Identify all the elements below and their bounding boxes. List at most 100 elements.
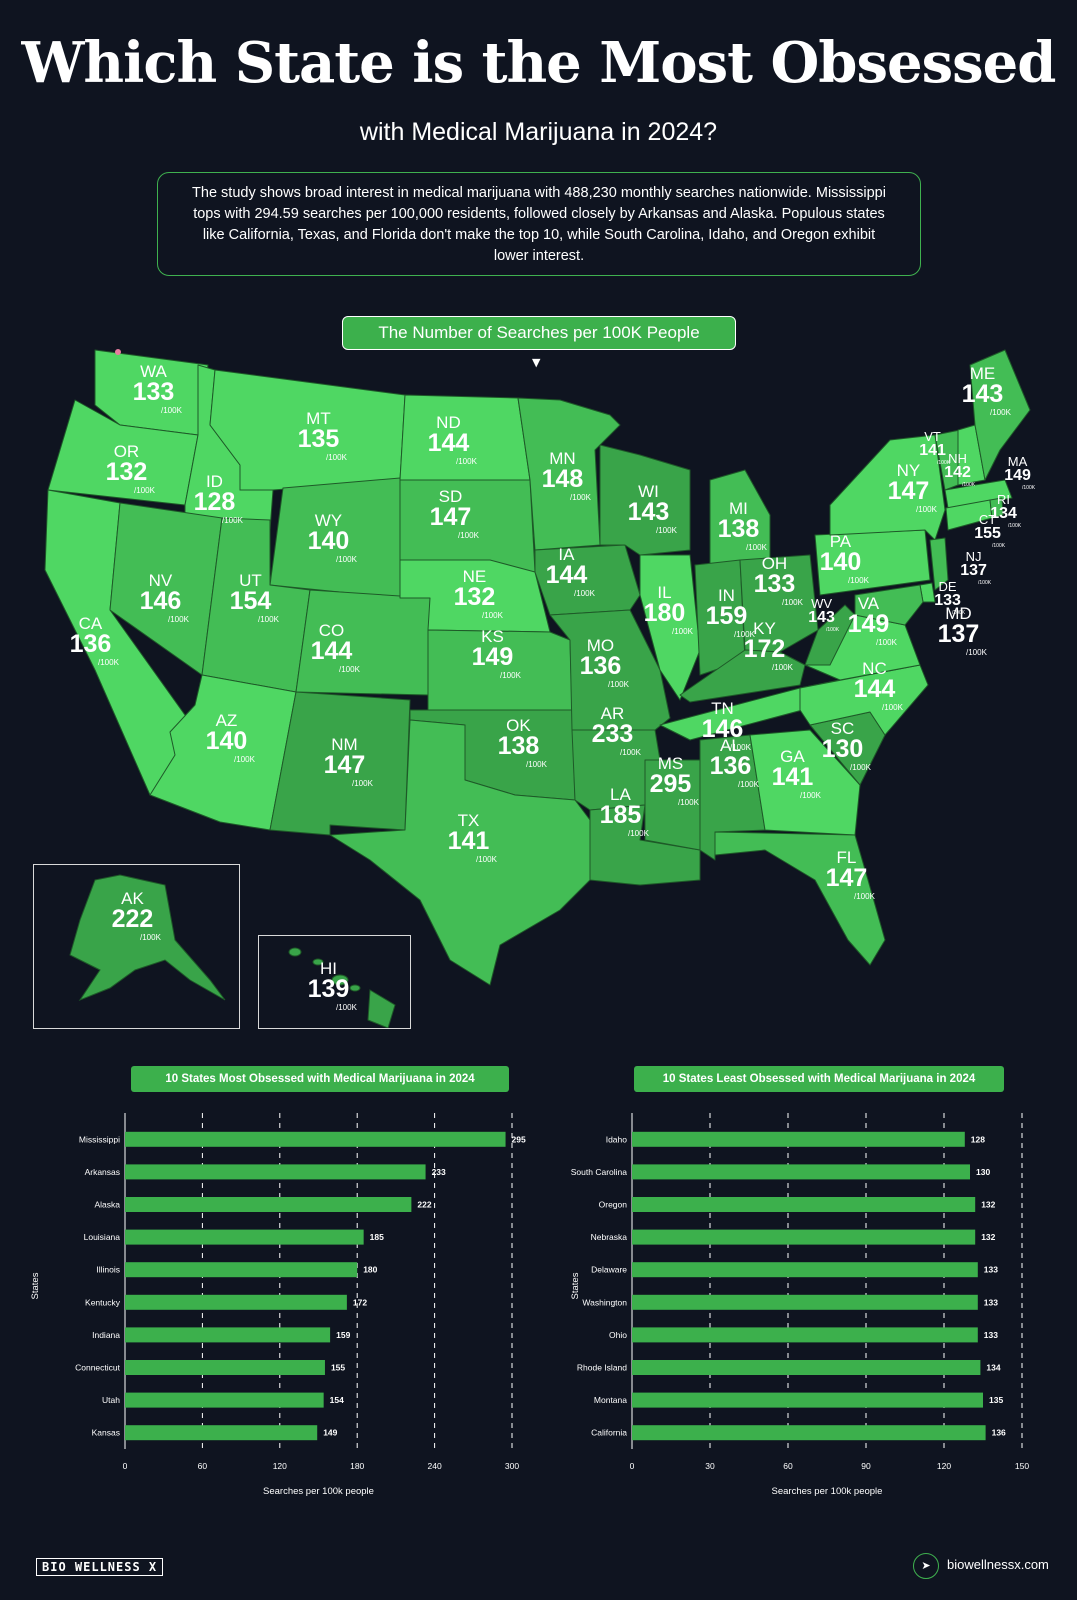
- state-value: 140: [205, 727, 248, 755]
- top10-bar: [125, 1131, 506, 1147]
- top10-x-tick-label: 0: [123, 1461, 128, 1471]
- state-unit: /100K: [456, 457, 477, 466]
- state-abbr: ME: [969, 364, 996, 383]
- state-shape-HI-4: [349, 984, 361, 992]
- state-value: 132: [105, 458, 148, 486]
- state-value: 144: [853, 675, 896, 703]
- state-unit: /100K: [978, 580, 992, 586]
- state-unit: /100K: [882, 703, 903, 712]
- bottom10-bar: [632, 1294, 978, 1310]
- bottom10-y-tick-label: South Carolina: [571, 1167, 628, 1177]
- state-label-LA: LA 185/100K: [592, 786, 649, 838]
- top10-bar: [125, 1164, 426, 1180]
- state-abbr: MA: [1007, 454, 1028, 469]
- state-abbr: SD: [438, 487, 463, 506]
- state-shape-ME: [969, 349, 1031, 481]
- state-label-WV: WV 143/100K: [804, 597, 839, 633]
- top10-x-axis-label: Searches per 100k people: [263, 1486, 374, 1497]
- state-value: 141: [919, 442, 946, 459]
- state-label-NY: NY 147/100K: [880, 462, 937, 514]
- state-abbr: NM: [331, 735, 358, 754]
- state-label-MT: MT 135/100K: [290, 410, 347, 462]
- state-unit: /100K: [574, 589, 595, 598]
- state-abbr: OR: [113, 442, 140, 461]
- page-title: Which State is the Most Obsessed: [21, 30, 1057, 96]
- state-unit: /100K: [730, 743, 751, 752]
- top10-data-label: 180: [363, 1265, 377, 1275]
- state-label-NM: NM 147/100K: [316, 736, 373, 788]
- state-label-GA: GA 141/100K: [764, 748, 821, 800]
- state-label-KS: KS 149/100K: [464, 628, 521, 680]
- state-abbr: UT: [239, 571, 262, 590]
- top10-bar: [125, 1197, 412, 1212]
- state-value: 146: [139, 587, 182, 615]
- state-abbr: RI: [997, 492, 1011, 507]
- state-shape-NM: [269, 691, 411, 836]
- state-unit: /100K: [222, 516, 243, 525]
- state-value: 141: [771, 763, 814, 791]
- site-link[interactable]: biowellnessx.com: [947, 1557, 1049, 1572]
- state-value: 143: [627, 498, 670, 526]
- hawaii-inset: [258, 935, 411, 1029]
- state-value: 146: [701, 715, 744, 743]
- state-label-MI: MI 138/100K: [710, 500, 767, 552]
- state-abbr: CA: [78, 614, 103, 633]
- state-unit: /100K: [656, 526, 677, 535]
- state-value: 149: [847, 610, 890, 638]
- top10-bar: [125, 1262, 358, 1278]
- state-label-AZ: AZ 140/100K: [198, 712, 255, 764]
- state-value: 143: [808, 609, 835, 626]
- bottom10-bar: [632, 1392, 983, 1408]
- top10-data-label: 185: [370, 1232, 384, 1242]
- state-unit: /100K: [608, 680, 629, 689]
- page-subtitle: with Medical Marijuana in 2024?: [359, 118, 718, 146]
- caret-down-icon: ▼: [532, 356, 541, 369]
- state-label-SC: SC 130/100K: [814, 720, 871, 772]
- state-value: 136: [69, 630, 112, 658]
- state-label-PA: PA 140/100K: [812, 533, 869, 585]
- state-unit: /100K: [678, 798, 699, 807]
- state-value: 172: [743, 635, 786, 663]
- state-shape-AK: [69, 874, 226, 1002]
- state-abbr: GA: [780, 747, 805, 766]
- top10-data-label: 159: [336, 1330, 350, 1340]
- state-value: 143: [961, 380, 1004, 408]
- state-unit: /100K: [258, 615, 279, 624]
- bottom10-data-label: 128: [971, 1134, 985, 1144]
- state-label-SD: SD 147/100K: [422, 488, 479, 540]
- bottom10-x-tick-label: 30: [705, 1461, 715, 1471]
- state-abbr: SC: [830, 719, 855, 738]
- state-label-MS: MS 295/100K: [642, 755, 699, 807]
- state-shape-LA: [589, 804, 701, 886]
- state-label-NJ: NJ 137/100K: [956, 550, 991, 586]
- state-label-VT: VT 141/100K: [915, 430, 950, 466]
- state-label-HI: HI 139/100K: [300, 960, 357, 1012]
- state-unit: /100K: [990, 408, 1011, 417]
- state-value: 140: [819, 548, 862, 576]
- state-shape-NY: [829, 434, 946, 541]
- state-abbr: IL: [657, 583, 672, 602]
- state-unit: /100K: [826, 627, 840, 633]
- bottom10-y-tick-label: Nebraska: [591, 1232, 628, 1242]
- state-unit: /100K: [336, 555, 357, 564]
- state-value: 138: [497, 732, 540, 760]
- state-value: 147: [887, 477, 930, 505]
- bottom10-bar: [632, 1197, 976, 1212]
- state-abbr: CO: [318, 621, 345, 640]
- state-unit: /100K: [854, 892, 875, 901]
- top10-y-tick-label: Connecticut: [75, 1363, 121, 1373]
- state-abbr: VT: [924, 429, 941, 444]
- state-value: 136: [579, 652, 622, 680]
- bottom10-bar: [632, 1360, 981, 1375]
- state-value: 159: [705, 602, 748, 630]
- state-unit: /100K: [952, 610, 966, 616]
- state-abbr: NE: [462, 567, 487, 586]
- state-label-OK: OK 138/100K: [490, 717, 547, 769]
- state-unit: /100K: [134, 486, 155, 495]
- state-label-WA: WA 133/100K: [125, 363, 182, 415]
- top10-data-label: 295: [512, 1134, 526, 1144]
- state-abbr: MI: [729, 499, 748, 518]
- state-label-CA: CA 136/100K: [62, 615, 119, 667]
- state-label-FL: FL 147/100K: [818, 849, 875, 901]
- top10-bar: [125, 1392, 324, 1408]
